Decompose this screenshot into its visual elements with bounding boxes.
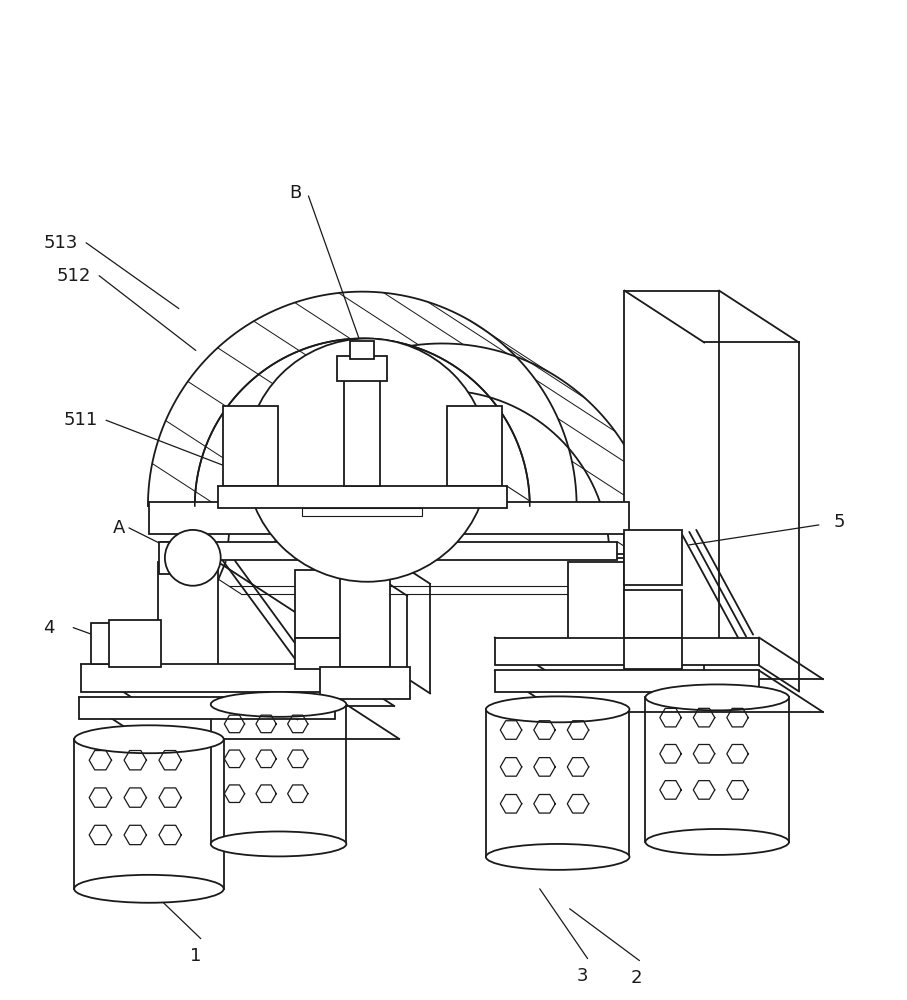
Bar — [568, 562, 625, 640]
Text: 513: 513 — [44, 234, 78, 252]
Bar — [81, 664, 330, 692]
Circle shape — [165, 530, 220, 586]
Ellipse shape — [210, 831, 346, 856]
Text: 512: 512 — [57, 267, 92, 285]
Bar — [109, 620, 161, 667]
Bar — [161, 542, 618, 560]
Text: B: B — [289, 184, 302, 202]
Ellipse shape — [74, 725, 224, 753]
Bar — [345, 376, 380, 486]
Text: 1: 1 — [190, 947, 201, 965]
Ellipse shape — [246, 338, 489, 582]
Ellipse shape — [646, 684, 789, 710]
Bar — [625, 530, 682, 585]
Bar — [296, 638, 367, 669]
Bar — [447, 406, 502, 486]
Bar — [320, 667, 410, 699]
Bar — [302, 508, 422, 516]
Ellipse shape — [210, 692, 346, 717]
Text: 5: 5 — [834, 513, 845, 531]
Bar — [350, 341, 375, 359]
Bar — [625, 590, 682, 638]
Text: 3: 3 — [577, 967, 589, 985]
Bar — [625, 638, 682, 669]
Bar — [296, 570, 367, 638]
Ellipse shape — [646, 829, 789, 855]
Bar — [625, 291, 719, 640]
Bar — [495, 638, 759, 665]
Bar — [91, 623, 146, 664]
Bar — [218, 486, 507, 508]
Text: 2: 2 — [630, 969, 642, 987]
Bar — [158, 562, 218, 667]
Bar — [159, 542, 189, 574]
Bar — [149, 502, 629, 534]
Text: 4: 4 — [44, 619, 55, 637]
Ellipse shape — [486, 696, 629, 722]
Bar — [495, 670, 759, 692]
Bar — [340, 558, 390, 667]
Text: A: A — [112, 519, 125, 537]
Bar — [337, 356, 387, 381]
Text: 511: 511 — [64, 411, 98, 429]
Ellipse shape — [486, 844, 629, 870]
Bar — [223, 406, 278, 486]
Ellipse shape — [74, 875, 224, 903]
Bar — [79, 697, 336, 719]
